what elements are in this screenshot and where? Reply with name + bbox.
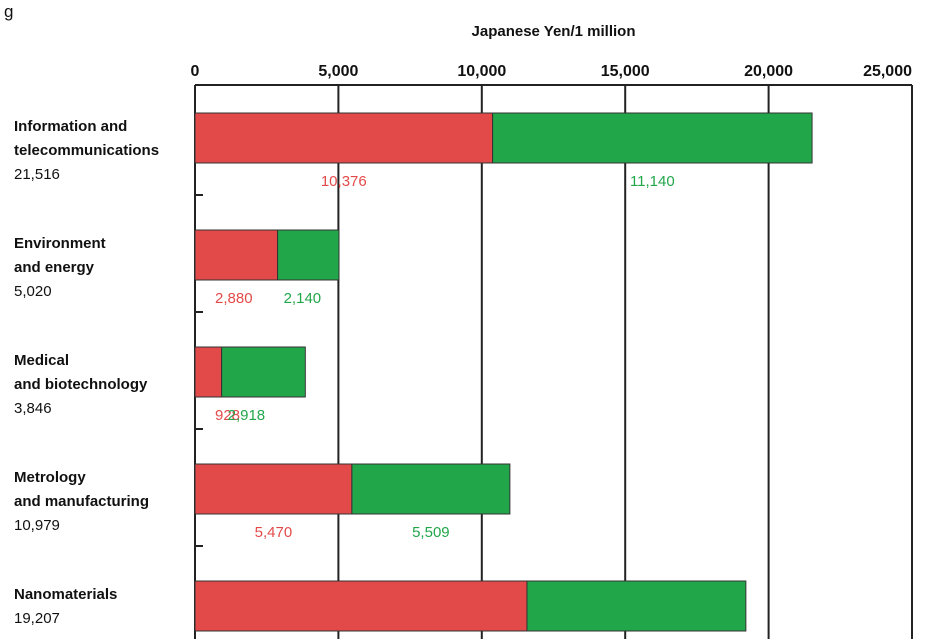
category-label: and manufacturing — [14, 493, 149, 510]
bar-segment — [194, 112, 494, 164]
bar-segment — [221, 346, 306, 398]
x-tick-label: 5,000 — [318, 63, 358, 80]
data-label: 11,140 — [630, 173, 675, 190]
data-label: 10,376 — [321, 173, 367, 190]
bar-segment — [194, 346, 223, 398]
x-tick-label: 15,000 — [601, 63, 650, 80]
data-label: 928 — [215, 407, 240, 424]
category-label: Nanomaterials — [14, 586, 117, 603]
category-label: and biotechnology — [14, 376, 148, 393]
bar-segment — [194, 463, 353, 515]
category-label: Medical — [14, 352, 69, 369]
category-label: Metrology — [14, 469, 86, 486]
bar-segment — [277, 229, 340, 281]
category-label: Environment — [14, 235, 106, 252]
category-total: 5,020 — [14, 283, 52, 300]
data-label: 5,470 — [255, 524, 293, 541]
x-tick-label: 20,000 — [744, 63, 793, 80]
data-label: 2,918 — [228, 407, 266, 424]
x-tick-label: 0 — [191, 63, 200, 80]
category-label: Information and — [14, 118, 127, 135]
x-tick-label: 10,000 — [457, 63, 506, 80]
data-label: 5,509 — [412, 524, 450, 541]
x-tick-label: 25,000 — [863, 63, 912, 80]
category-total: 21,516 — [14, 166, 60, 183]
x-axis-label: Japanese Yen/1 million — [472, 23, 636, 40]
category-label: telecommunications — [14, 142, 159, 159]
header-fragment: g — [4, 2, 14, 21]
bar-segment — [526, 580, 747, 632]
category-total: 3,846 — [14, 400, 52, 417]
data-label: 2,880 — [215, 290, 253, 307]
bar-segment — [492, 112, 813, 164]
category-label: and energy — [14, 259, 95, 276]
category-total: 10,979 — [14, 517, 60, 534]
category-total: 19,207 — [14, 610, 60, 627]
bar-segment — [194, 229, 279, 281]
data-label: 2,140 — [284, 290, 322, 307]
bar-segment — [351, 463, 511, 515]
bar-segment — [194, 580, 528, 632]
